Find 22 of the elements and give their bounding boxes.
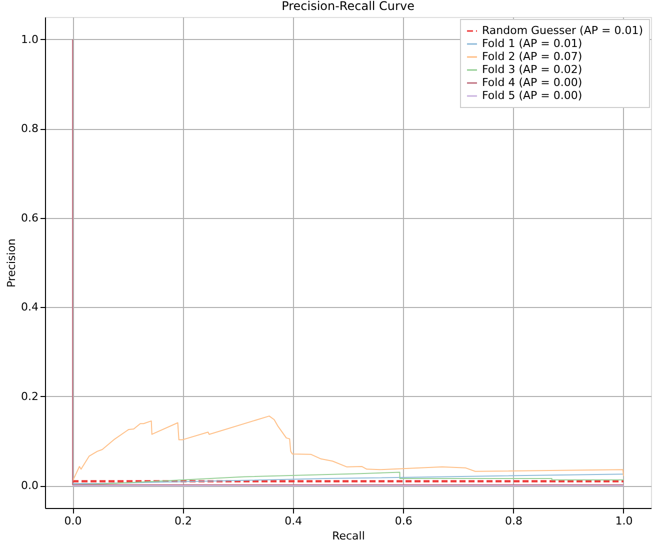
y-tick-label: 0.6 — [21, 211, 38, 224]
legend-label: Fold 3 (AP = 0.02) — [482, 63, 582, 76]
y-tick-label: 0.0 — [21, 479, 38, 492]
legend-label: Fold 1 (AP = 0.01) — [482, 37, 582, 50]
x-tick-label: 0.6 — [394, 514, 412, 528]
y-tick-label: 0.8 — [21, 122, 38, 136]
y-axis-title: Precision — [5, 238, 18, 288]
x-axis-title: Recall — [332, 530, 365, 542]
x-tick-label: 0.2 — [174, 514, 192, 528]
y-tick-label: 1.0 — [21, 32, 38, 46]
x-tick-label: 1.0 — [615, 514, 633, 528]
y-tick-label: 0.4 — [21, 300, 38, 314]
line-series — [72, 416, 624, 482]
y-tick-label: 0.2 — [21, 390, 38, 403]
x-tick-label: 0.0 — [64, 514, 82, 528]
legend-label: Fold 2 (AP = 0.07) — [482, 50, 582, 63]
x-tick-label: 0.4 — [284, 514, 302, 528]
legend-label: Random Guesser (AP = 0.01) — [482, 24, 643, 37]
chart-title: Precision-Recall Curve — [282, 0, 414, 13]
x-tick-label: 0.8 — [505, 514, 523, 528]
legend-label: Fold 4 (AP = 0.00) — [482, 76, 582, 89]
legend-label: Fold 5 (AP = 0.00) — [482, 89, 582, 102]
